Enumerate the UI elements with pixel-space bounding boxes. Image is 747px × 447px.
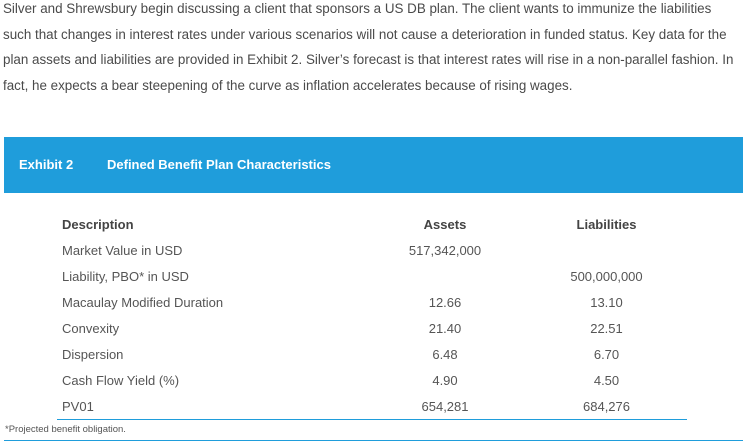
table-row: Convexity 21.40 22.51 [57,315,687,341]
bottom-divider [4,440,743,441]
table-row: Liability, PBO* in USD 500,000,000 [57,263,687,289]
row-liabilities: 684,276 [526,393,687,420]
table-row: PV01 654,281 684,276 [57,393,687,420]
table-row: Cash Flow Yield (%) 4.90 4.50 [57,367,687,393]
header-description: Description [62,217,134,232]
footnote: *Projected benefit obligation. [5,424,126,435]
table-row: Dispersion 6.48 6.70 [57,341,687,367]
row-liabilities [526,237,687,263]
table-header-row: Description Assets Liabilities [57,212,687,237]
row-liabilities: 13.10 [590,294,623,310]
row-description: Macaulay Modified Duration [62,294,224,310]
row-liabilities: 6.70 [593,346,620,362]
row-assets: 517,342,000 [408,242,482,258]
row-description: Market Value in USD [62,242,183,258]
row-description: PV01 [57,393,364,420]
exhibit-header: Exhibit 2 Defined Benefit Plan Character… [4,137,743,193]
row-liabilities: 22.51 [590,320,623,336]
row-assets: 21.40 [428,320,462,336]
table-row: Market Value in USD 517,342,000 [57,237,687,263]
row-liabilities: 4.50 [593,372,620,388]
row-assets: 12.66 [428,294,462,310]
row-description: Dispersion [62,346,124,362]
row-assets: 4.90 [432,372,458,388]
header-assets: Assets [423,217,467,232]
row-description: Cash Flow Yield (%) [62,372,180,388]
row-assets [364,263,526,289]
row-liabilities: 500,000,000 [570,268,643,284]
exhibit-number: Exhibit 2 [19,157,74,172]
row-assets: 654,281 [364,393,526,420]
header-liabilities: Liabilities [576,217,637,232]
row-description: Convexity [62,320,120,336]
table-row: Macaulay Modified Duration 12.66 13.10 [57,289,687,315]
plan-characteristics-table: Description Assets Liabilities Market Va… [57,212,687,420]
exhibit-title: Defined Benefit Plan Characteristics [107,157,331,172]
row-description: Liability, PBO* in USD [62,268,189,284]
row-assets: 6.48 [432,346,458,362]
intro-paragraph: Silver and Shrewsbury begin discussing a… [3,1,734,93]
